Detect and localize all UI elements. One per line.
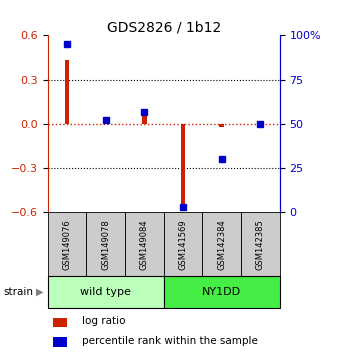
Text: wild type: wild type <box>80 287 131 297</box>
Bar <box>54 337 67 347</box>
Bar <box>219 124 224 127</box>
Bar <box>241 212 280 276</box>
Text: GSM142384: GSM142384 <box>217 219 226 270</box>
Text: GSM149076: GSM149076 <box>62 219 72 270</box>
Bar <box>164 276 280 308</box>
Text: GSM142385: GSM142385 <box>256 219 265 270</box>
Bar <box>65 61 69 124</box>
Bar <box>125 212 164 276</box>
Bar <box>164 212 202 276</box>
Text: strain: strain <box>3 287 33 297</box>
Bar <box>48 276 164 308</box>
Text: NY1DD: NY1DD <box>202 287 241 297</box>
Bar <box>202 212 241 276</box>
Text: GSM141569: GSM141569 <box>178 219 188 270</box>
Text: ▶: ▶ <box>36 287 43 297</box>
Bar <box>181 124 185 206</box>
Text: percentile rank within the sample: percentile rank within the sample <box>82 336 258 346</box>
Text: log ratio: log ratio <box>82 316 125 326</box>
Text: GSM149078: GSM149078 <box>101 219 110 270</box>
Bar <box>48 212 86 276</box>
Bar <box>54 318 67 327</box>
Bar <box>103 122 108 124</box>
Bar <box>86 212 125 276</box>
Title: GDS2826 / 1b12: GDS2826 / 1b12 <box>106 20 221 34</box>
Bar <box>142 114 147 124</box>
Text: GSM149084: GSM149084 <box>140 219 149 270</box>
